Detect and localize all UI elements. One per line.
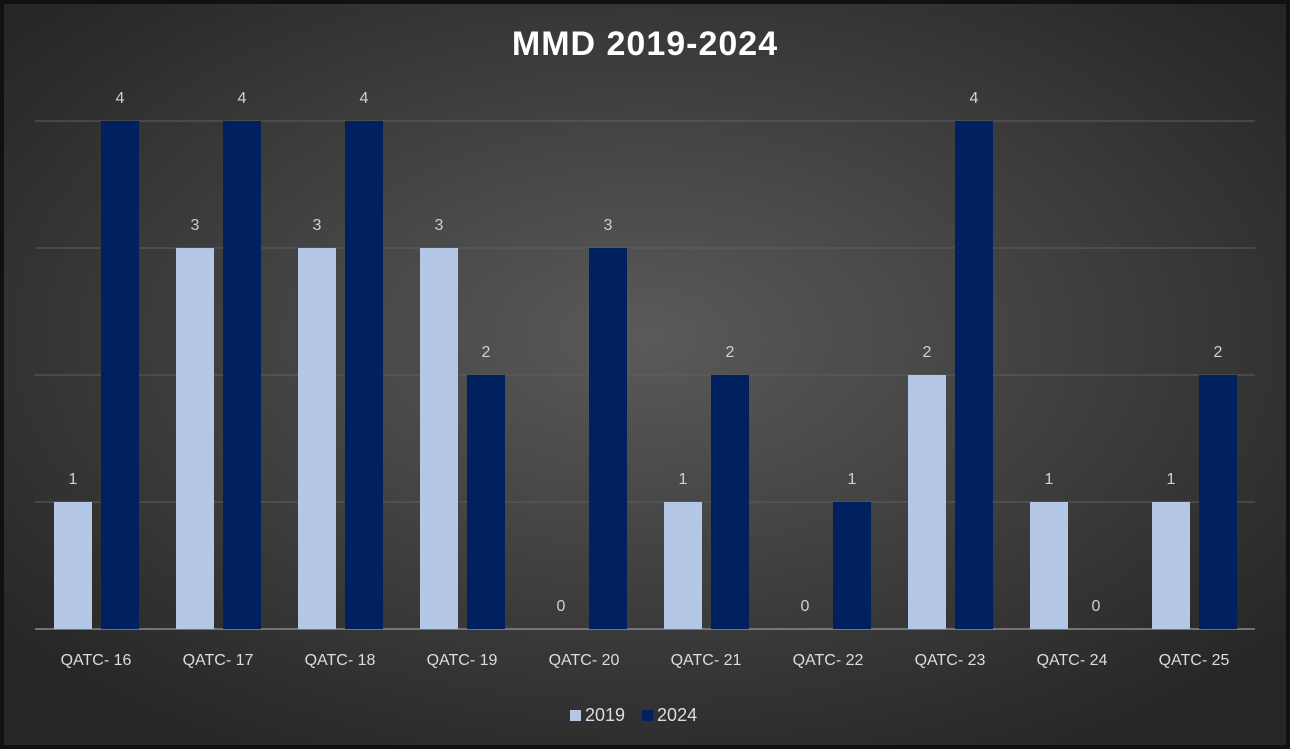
bar bbox=[298, 248, 336, 629]
data-label: 4 bbox=[238, 90, 247, 107]
bar bbox=[467, 375, 505, 629]
data-label: 1 bbox=[1045, 471, 1054, 488]
x-tick-label: QATC- 20 bbox=[549, 652, 620, 669]
data-label: 2 bbox=[482, 344, 491, 361]
data-label: 3 bbox=[435, 217, 444, 234]
bar bbox=[420, 248, 458, 629]
data-label: 2 bbox=[726, 344, 735, 361]
bar bbox=[176, 248, 214, 629]
data-label: 2 bbox=[1214, 344, 1223, 361]
bar bbox=[1199, 375, 1237, 629]
x-tick-label: QATC- 23 bbox=[915, 652, 986, 669]
data-label: 3 bbox=[604, 217, 613, 234]
legend-label: 2019 bbox=[585, 705, 625, 725]
bar bbox=[664, 502, 702, 629]
data-label: 4 bbox=[360, 90, 369, 107]
data-label: 3 bbox=[313, 217, 322, 234]
x-tick-label: QATC- 25 bbox=[1159, 652, 1230, 669]
bar bbox=[908, 375, 946, 629]
bar bbox=[101, 121, 139, 629]
data-label: 0 bbox=[801, 598, 810, 615]
data-label: 2 bbox=[923, 344, 932, 361]
chart-title: MMD 2019-2024 bbox=[512, 25, 778, 63]
x-tick-label: QATC- 22 bbox=[793, 652, 864, 669]
x-tick-label: QATC- 19 bbox=[427, 652, 498, 669]
bar bbox=[54, 502, 92, 629]
bar bbox=[345, 121, 383, 629]
data-label: 0 bbox=[557, 598, 566, 615]
legend-swatch bbox=[642, 710, 654, 721]
x-tick-label: QATC- 16 bbox=[61, 652, 132, 669]
x-tick-label: QATC- 21 bbox=[671, 652, 742, 669]
data-label: 1 bbox=[69, 471, 78, 488]
bar bbox=[1152, 502, 1190, 629]
bar bbox=[955, 121, 993, 629]
x-tick-label: QATC- 17 bbox=[183, 652, 254, 669]
bar bbox=[589, 248, 627, 629]
data-label: 4 bbox=[116, 90, 125, 107]
bar bbox=[833, 502, 871, 629]
legend-label: 2024 bbox=[657, 705, 697, 725]
data-label: 1 bbox=[1167, 471, 1176, 488]
data-label: 1 bbox=[679, 471, 688, 488]
bar bbox=[223, 121, 261, 629]
legend-swatch bbox=[570, 710, 581, 721]
x-tick-label: QATC- 18 bbox=[305, 652, 376, 669]
data-label: 1 bbox=[848, 471, 857, 488]
data-label: 0 bbox=[1092, 598, 1101, 615]
data-label: 4 bbox=[970, 90, 979, 107]
bar bbox=[711, 375, 749, 629]
data-label: 3 bbox=[191, 217, 200, 234]
bar bbox=[1030, 502, 1068, 629]
x-tick-label: QATC- 24 bbox=[1037, 652, 1108, 669]
